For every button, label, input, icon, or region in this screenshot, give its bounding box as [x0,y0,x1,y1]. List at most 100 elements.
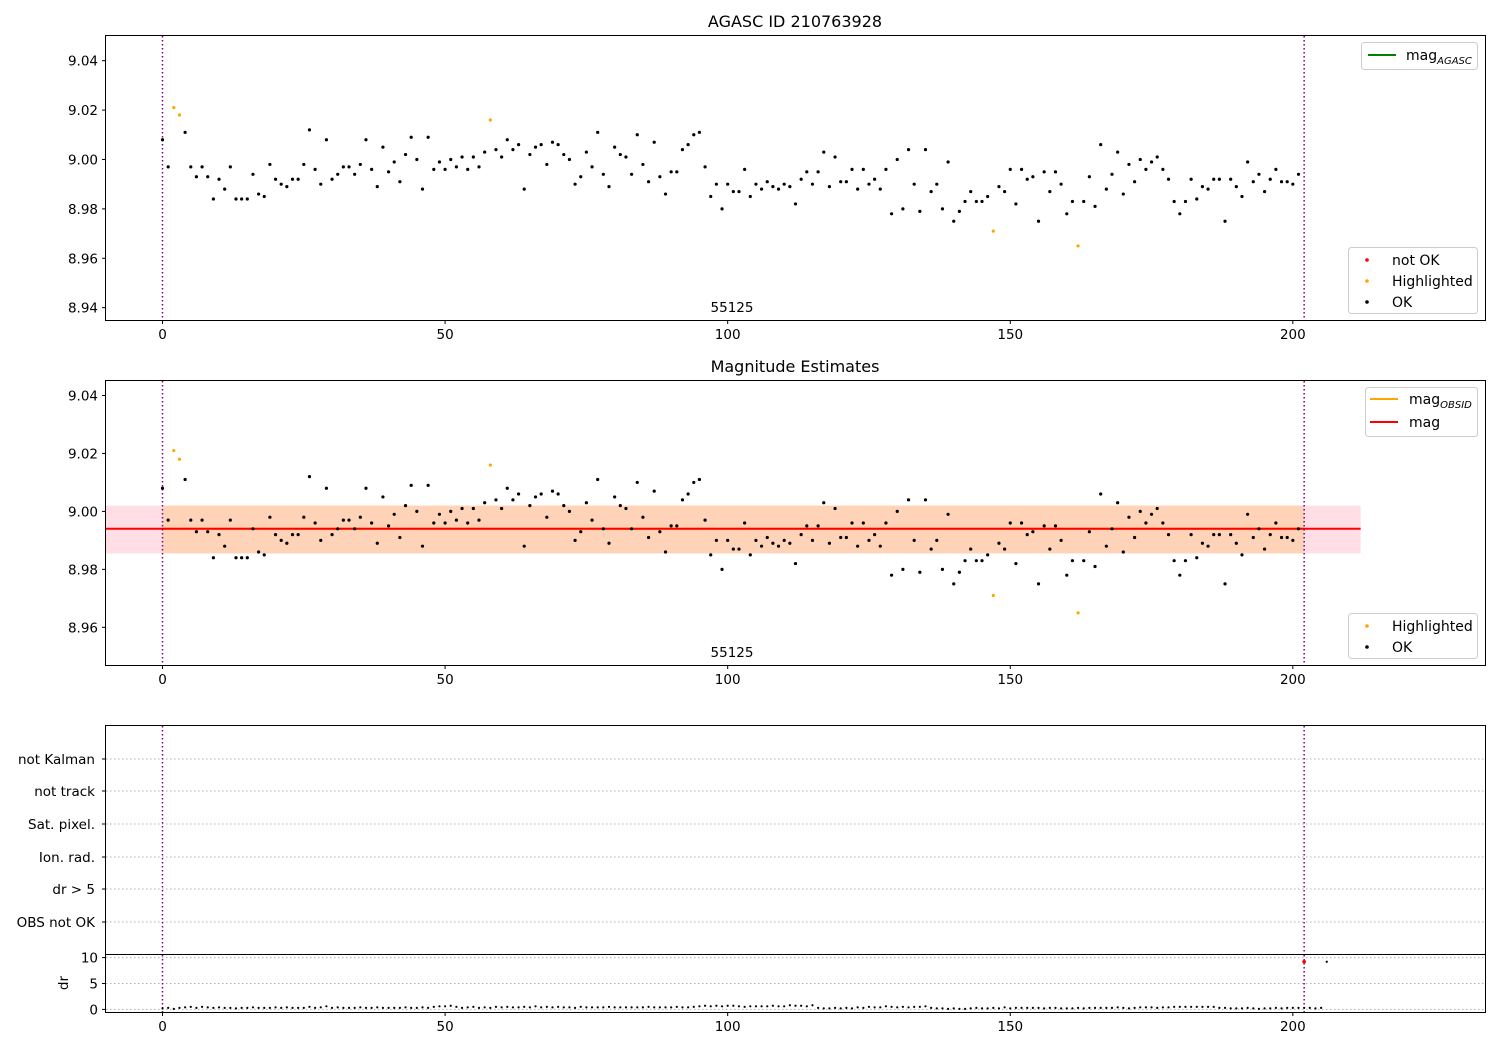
ok-point [296,532,300,537]
ok-point [726,182,730,186]
dr-point [443,1005,447,1008]
ok-point [1104,544,1108,548]
dr-point [234,1007,238,1010]
ok-point [511,498,515,502]
ok-point [477,518,481,522]
dr-point [918,1005,921,1008]
ok-point [788,541,792,545]
dr-point [828,1007,831,1010]
ok-point [714,182,718,186]
ok-point [584,150,588,154]
ok-point [737,189,741,194]
dr-point [172,1007,175,1010]
ok-point [601,172,605,176]
ok-point [940,207,945,211]
ok-point [969,189,973,194]
dr-point [370,1006,373,1009]
highlighted-point [991,229,995,233]
dr-axis-label: dr [56,975,72,990]
ok-point [912,538,916,542]
dr-point [1054,1006,1057,1009]
y-tick-label: 9.04 [68,54,98,70]
ok-point [330,532,334,537]
dr-point [873,1006,876,1009]
ok-point [223,187,227,191]
ok-point [754,538,758,542]
flag-label-sat-pixel: Sat. pixel. [28,817,95,833]
dr-point [466,1006,469,1009]
ok-point [160,138,165,142]
ok-point [1285,180,1289,184]
dr-point [1161,1006,1164,1009]
ok-point [528,152,532,157]
ok-point [759,544,764,548]
dr-point [1206,1005,1210,1008]
ok-point [630,527,634,531]
ok-point [460,155,464,159]
dr-point [302,1006,305,1009]
ok-point [726,538,730,542]
ok-point [974,559,978,563]
ok-point [844,180,848,184]
dr-flagged-point [1302,959,1306,964]
dr-point [455,1005,458,1008]
ok-point [1183,559,1188,563]
ok-point [889,573,894,577]
ok-point [200,165,204,169]
ok-point [776,187,781,191]
ok-point [1155,506,1159,511]
x-tick-label: 100 [715,672,741,688]
ok-point [986,194,990,199]
dr-point [1229,1007,1232,1010]
ok-point [669,170,673,174]
mag-estimates-panel-title: Magnitude Estimates [711,357,880,376]
ok-point [313,521,317,525]
dr-point [477,1006,481,1009]
dr-point [1246,1006,1249,1009]
ok-point [454,165,459,169]
dr-point [325,1005,328,1008]
ok-point [1138,509,1142,514]
ok-point [381,145,385,149]
ok-point [1065,573,1069,577]
dr-point [506,1005,509,1008]
ok-point [562,152,566,157]
ok-point [375,185,379,189]
dr-point [946,1007,950,1010]
ok-point [1229,177,1233,181]
ok-point [1246,512,1250,516]
ok-point [1229,532,1233,537]
ok-point [1059,538,1063,542]
dr-point [1144,1006,1148,1009]
ok-point [1121,550,1125,554]
ok-point [1206,187,1210,191]
ok-point [1206,544,1210,548]
dr-point [771,1004,774,1007]
ok-point [697,130,702,134]
dr-point [647,1005,650,1008]
dr-point [1286,1006,1289,1009]
ok-point [392,160,396,164]
dr-point [251,1006,255,1009]
dr-point [924,1005,927,1008]
ok-point [827,185,832,189]
mag-legend-points: Highlighted OK [1348,613,1478,659]
ok-point [375,541,379,545]
ok-point [273,177,278,181]
highlighted-point [488,118,492,122]
dr-point [1178,1005,1181,1008]
dr-point [347,1006,351,1009]
dr-point [1269,1007,1272,1010]
dr-point [545,1005,548,1008]
dr-point [427,1006,430,1009]
ok-point [873,532,877,537]
ok-point [782,538,786,542]
dr-point [958,1007,961,1010]
ok-point [1296,527,1301,531]
ok-point [1296,172,1301,176]
highlighted-point [991,593,995,598]
ok-point [1274,521,1278,525]
ok-point [686,492,690,496]
dr-point [630,1006,633,1009]
ok-point [669,524,673,528]
